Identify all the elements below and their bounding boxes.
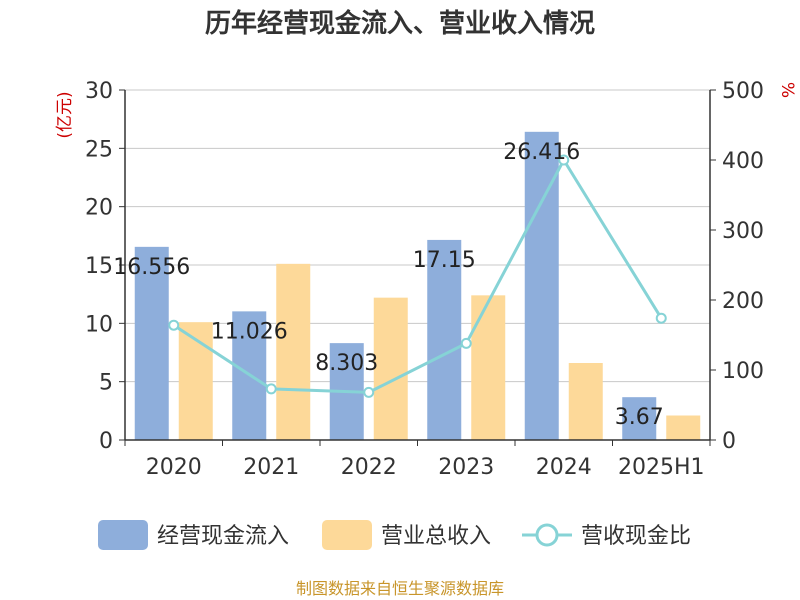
- bar-revenue: [276, 263, 311, 440]
- bar-revenue: [373, 297, 408, 440]
- left-axis-tick-label: 25: [85, 137, 113, 162]
- bar-revenue: [666, 415, 701, 440]
- ratio-point: [168, 319, 180, 331]
- x-axis-label: 2022: [341, 455, 397, 480]
- bar-revenue: [178, 322, 213, 440]
- legend: 经营现金流入 营业总收入 营收现金比: [98, 520, 691, 550]
- right-axis-tick-label: 400: [722, 149, 764, 174]
- legend-label-ratio: 营收现金比: [581, 524, 691, 549]
- legend-swatch-revenue: [322, 520, 372, 550]
- legend-marker-ratio: [535, 523, 559, 547]
- ratio-point: [655, 312, 667, 324]
- x-axis-label: 2025H1: [618, 455, 705, 480]
- bar-cash-inflow: [622, 397, 657, 440]
- chart-title: 历年经营现金流入、营业收入情况: [205, 8, 595, 39]
- bar-revenue: [471, 295, 506, 440]
- ratio-point: [265, 383, 277, 395]
- data-label-cash-inflow: 16.556: [113, 255, 190, 280]
- left-axis-tick-label: 10: [85, 312, 113, 337]
- bar-cash-inflow: [134, 246, 169, 440]
- left-axis-tick-label: 20: [85, 196, 113, 221]
- gridlines: [125, 89, 710, 383]
- x-axis-label: 2020: [146, 455, 202, 480]
- left-axis-tick-label: 15: [85, 254, 113, 279]
- right-axis-tick-label: 200: [722, 289, 764, 314]
- bars: [134, 131, 701, 440]
- legend-swatch-cash-inflow: [98, 520, 148, 550]
- ratio-point: [558, 154, 570, 166]
- right-axis-unit: %: [777, 82, 797, 98]
- legend-label-cash-inflow: 经营现金流入: [157, 524, 289, 549]
- source-note: 制图数据来自恒生聚源数据库: [296, 579, 504, 598]
- left-axis-tick-label: 5: [99, 371, 113, 396]
- data-label-cash-inflow: 8.303: [315, 351, 378, 376]
- right-axis-tick-label: 500: [722, 79, 764, 104]
- left-axis-unit: (亿元): [55, 91, 75, 138]
- right-axis-tick-label: 0: [722, 429, 736, 454]
- left-axis-tick-label: 0: [99, 429, 113, 454]
- data-label-cash-inflow: 26.416: [503, 140, 580, 165]
- data-label-cash-inflow: 11.026: [211, 319, 288, 344]
- ratio-point: [460, 337, 472, 349]
- data-label-cash-inflow: 17.15: [413, 248, 476, 273]
- right-axis-tick-label: 300: [722, 219, 764, 244]
- data-label-cash-inflow: 3.67: [615, 405, 664, 430]
- x-axis-label: 2023: [438, 455, 494, 480]
- x-axis-label: 2024: [536, 455, 592, 480]
- bar-revenue: [568, 363, 603, 440]
- legend-label-revenue: 营业总收入: [381, 524, 491, 549]
- x-axis-label: 2021: [243, 455, 299, 480]
- left-axis-tick-label: 30: [85, 79, 113, 104]
- ratio-line-path: [172, 156, 663, 394]
- data-labels: 16.556 11.026 8.303 17.15 26.416 3.67: [113, 140, 663, 430]
- bar-cash-inflow: [427, 239, 462, 440]
- ratio-point: [363, 386, 375, 398]
- right-axis-tick-label: 100: [722, 359, 764, 384]
- ratio-line: [168, 154, 667, 398]
